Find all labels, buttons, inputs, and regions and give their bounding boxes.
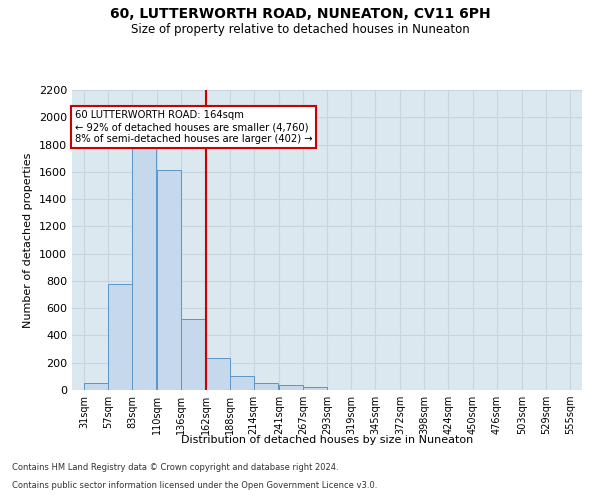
Bar bbox=[108, 284, 132, 390]
Bar bbox=[230, 376, 254, 390]
Bar bbox=[181, 319, 206, 390]
Bar bbox=[132, 142, 157, 390]
Bar bbox=[254, 382, 278, 390]
Text: Distribution of detached houses by size in Nuneaton: Distribution of detached houses by size … bbox=[181, 435, 473, 445]
Y-axis label: Number of detached properties: Number of detached properties bbox=[23, 152, 34, 328]
Text: 60, LUTTERWORTH ROAD, NUNEATON, CV11 6PH: 60, LUTTERWORTH ROAD, NUNEATON, CV11 6PH bbox=[110, 8, 490, 22]
Text: Contains public sector information licensed under the Open Government Licence v3: Contains public sector information licen… bbox=[12, 481, 377, 490]
Bar bbox=[279, 385, 303, 390]
Text: Contains HM Land Registry data © Crown copyright and database right 2024.: Contains HM Land Registry data © Crown c… bbox=[12, 464, 338, 472]
Bar bbox=[303, 388, 327, 390]
Text: 60 LUTTERWORTH ROAD: 164sqm
← 92% of detached houses are smaller (4,760)
8% of s: 60 LUTTERWORTH ROAD: 164sqm ← 92% of det… bbox=[75, 110, 313, 144]
Bar bbox=[157, 170, 181, 390]
Bar bbox=[206, 358, 230, 390]
Text: Size of property relative to detached houses in Nuneaton: Size of property relative to detached ho… bbox=[131, 22, 469, 36]
Bar bbox=[84, 382, 108, 390]
